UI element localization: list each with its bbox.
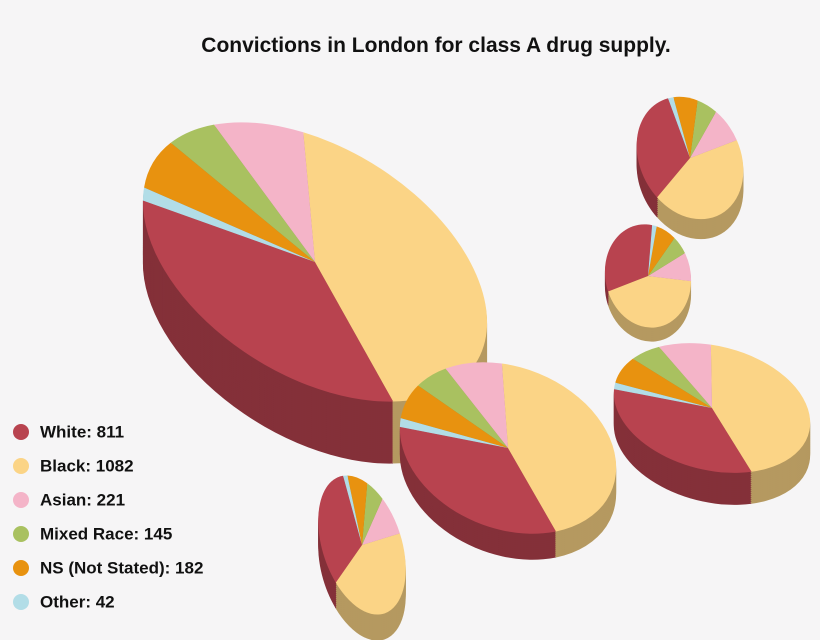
pie-slice (636, 98, 690, 198)
legend-swatch (13, 424, 29, 440)
legend-label: Other: 42 (40, 592, 115, 611)
pie-slice (213, 122, 315, 262)
pie-slice (362, 498, 400, 545)
pie-slice (632, 346, 712, 408)
pie-slice (690, 111, 737, 158)
pie-slice (347, 475, 368, 545)
pie-slice (445, 362, 508, 448)
pie-slice (142, 187, 315, 262)
pie-slice (657, 140, 744, 220)
pie-slice (613, 389, 752, 473)
legend-label: Black: 1082 (40, 456, 134, 475)
pie (636, 96, 744, 220)
pie-slice (668, 97, 690, 158)
pie-slice (400, 385, 508, 448)
pie (399, 362, 617, 534)
pie-slice (142, 200, 394, 402)
legend-label: Mixed Race: 145 (40, 524, 172, 543)
pie-slice (648, 253, 692, 282)
chart-title: Convictions in London for class A drug s… (201, 34, 670, 57)
pie-slice (170, 124, 315, 262)
pie-slice (604, 224, 653, 292)
pie-slice (673, 96, 698, 158)
legend-label: NS (Not Stated): 182 (40, 558, 203, 577)
pie-slice (608, 276, 692, 328)
legend-label: Asian: 221 (40, 490, 125, 509)
pie-slice (658, 343, 712, 408)
pie (318, 475, 406, 615)
pie-slice (710, 344, 811, 472)
legend-swatch (13, 492, 29, 508)
pie-slice (615, 358, 712, 408)
pie-slice (303, 132, 488, 402)
pie (142, 122, 488, 402)
pie-slice (318, 475, 362, 583)
legend-swatch (13, 458, 29, 474)
pie (613, 343, 811, 473)
pie-slice (648, 226, 675, 276)
pie-slice (343, 475, 362, 545)
pie-slice (648, 225, 657, 276)
pie-slice (399, 426, 557, 534)
legend-swatch (13, 526, 29, 542)
pie-slice (614, 382, 712, 408)
legend-swatch (13, 560, 29, 576)
pie-slice (144, 142, 315, 262)
pie-slice (335, 533, 406, 615)
pie-slice (399, 418, 508, 448)
pie-slice (648, 237, 685, 276)
pie-slice (418, 368, 508, 448)
pie-slice (362, 483, 383, 545)
pie-slice (690, 100, 717, 158)
legend-swatch (13, 594, 29, 610)
pie (604, 224, 692, 328)
legend-label: White: 811 (40, 422, 124, 441)
pie-slice (501, 363, 617, 532)
